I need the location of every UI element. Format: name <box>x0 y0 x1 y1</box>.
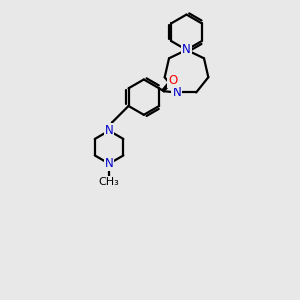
Text: N: N <box>172 86 181 99</box>
Text: N: N <box>105 124 113 137</box>
Text: N: N <box>182 44 191 56</box>
Text: CH₃: CH₃ <box>99 177 119 187</box>
Text: O: O <box>168 74 177 87</box>
Text: N: N <box>105 157 113 170</box>
